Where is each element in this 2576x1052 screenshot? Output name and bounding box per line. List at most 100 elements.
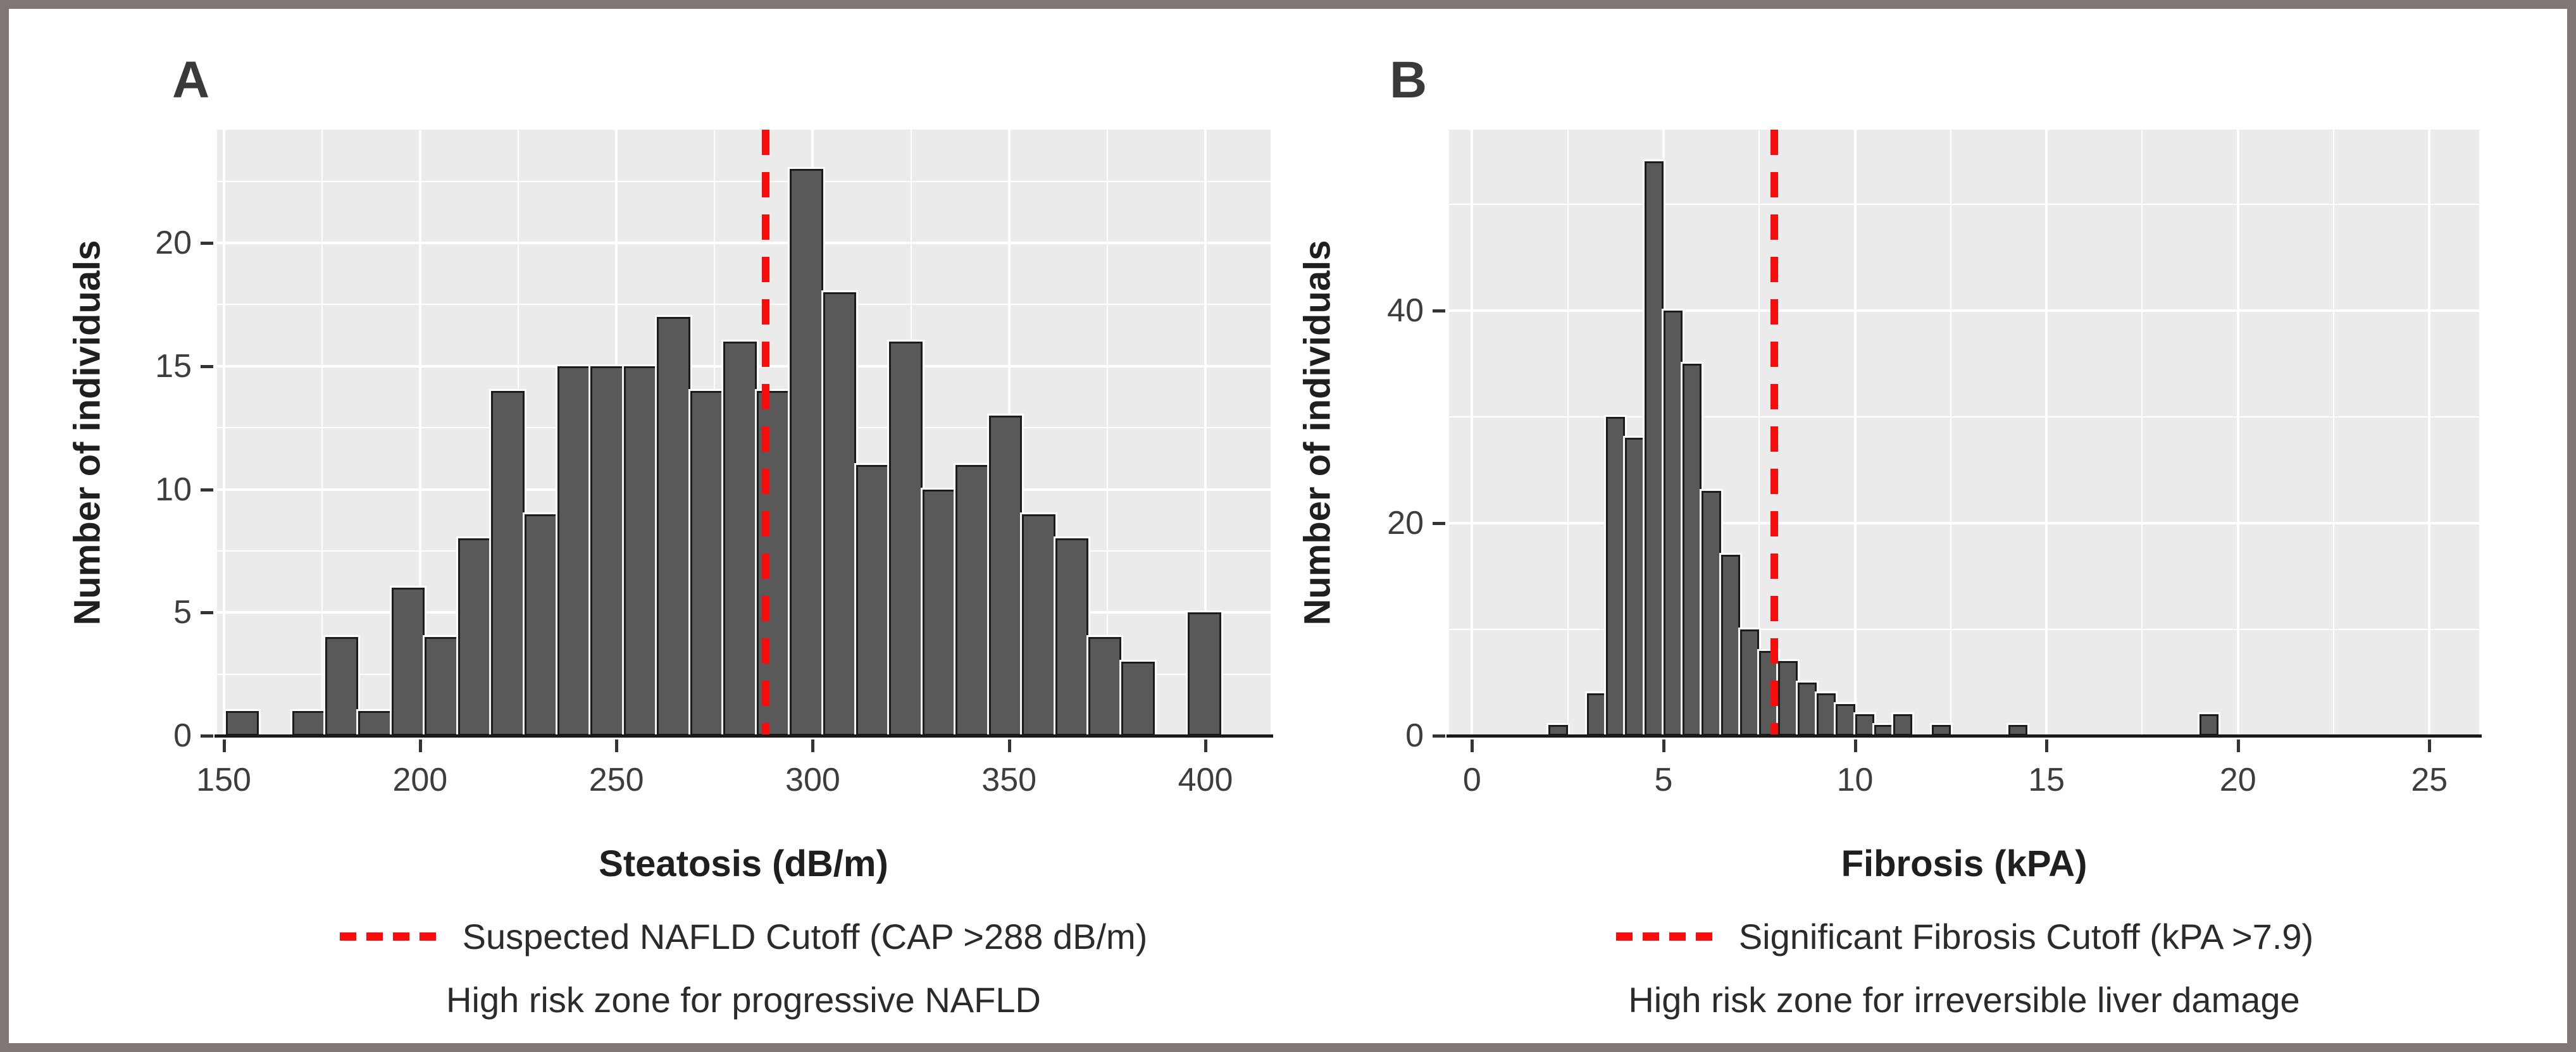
histogram-bar	[1606, 416, 1626, 736]
y-tick-mark	[201, 364, 213, 368]
y-tick-label: 20	[155, 225, 192, 262]
histogram-bar	[623, 366, 657, 736]
x-tick-mark	[2045, 739, 2049, 752]
x-tick-label: 250	[588, 762, 644, 798]
histogram-bar	[1778, 661, 1798, 736]
panel-a-x-axis-title: Steatosis (dB/m)	[599, 843, 888, 884]
x-tick-label: 300	[785, 762, 840, 798]
y-minor-gridline	[217, 304, 1271, 306]
histogram-bar	[856, 464, 890, 736]
x-tick-label: 25	[2411, 762, 2448, 798]
x-tick-mark	[1662, 739, 1665, 752]
x-major-gridline	[2236, 130, 2239, 736]
x-tick-mark	[811, 739, 815, 752]
histogram-bar	[1683, 363, 1702, 736]
panel-a-y-axis-title: Number of individuals	[66, 240, 108, 626]
panel-a-legend-label: Suspected NAFLD Cutoff (CAP >288 dB/m)	[462, 917, 1148, 956]
histogram-bar	[1816, 693, 1836, 736]
y-tick-mark	[201, 734, 213, 738]
histogram-bar	[723, 341, 757, 736]
x-tick-label: 15	[2028, 762, 2065, 798]
histogram-bar	[1720, 555, 1740, 736]
histogram-bar	[690, 390, 724, 736]
histogram-bar	[889, 341, 923, 736]
histogram-bar	[1855, 714, 1874, 736]
x-tick-mark	[222, 739, 226, 752]
panel-b-legend-label: Significant Fibrosis Cutoff (kPA >7.9)	[1738, 917, 2314, 956]
x-tick-label: 400	[1178, 762, 1233, 798]
histogram-bar	[557, 366, 591, 736]
x-tick-mark	[1853, 739, 1857, 752]
histogram-bar	[1121, 662, 1155, 736]
y-tick-mark	[201, 611, 213, 615]
histogram-bar	[1663, 310, 1683, 736]
x-minor-gridline	[1950, 130, 1951, 736]
x-tick-label: 10	[1836, 762, 1874, 798]
histogram-bar	[590, 366, 624, 736]
panel-b-label: B	[1390, 51, 1428, 109]
x-major-gridline	[1204, 130, 1207, 736]
histogram-bar	[988, 415, 1023, 736]
x-minor-gridline	[1758, 130, 1760, 736]
y-major-gridline	[1449, 521, 2479, 524]
histogram-bar	[790, 169, 823, 736]
y-minor-gridline	[1449, 203, 2479, 205]
x-tick-label: 5	[1654, 762, 1673, 798]
x-major-gridline	[1471, 130, 1474, 736]
histogram-bar	[524, 514, 558, 736]
histogram-bar	[1055, 538, 1089, 736]
x-tick-label: 20	[2219, 762, 2256, 798]
panel-a-label: A	[172, 51, 210, 109]
x-tick-mark	[1471, 739, 1474, 752]
panel-b-plot-area	[1449, 130, 2479, 737]
y-tick-mark	[201, 242, 213, 245]
y-minor-gridline	[217, 180, 1271, 182]
histogram-bar	[425, 637, 458, 736]
y-minor-gridline	[1449, 628, 2479, 630]
histogram-bar	[1797, 682, 1817, 736]
x-tick-mark	[615, 739, 619, 752]
x-major-gridline	[2045, 130, 2048, 736]
histogram-bar	[1625, 438, 1645, 736]
histogram-bar	[1022, 514, 1055, 736]
y-tick-mark	[1433, 521, 1445, 525]
histogram-bar	[1188, 612, 1221, 736]
panel-b-risk-note: High risk zone for irreversible liver da…	[1628, 980, 2300, 1020]
y-tick-label: 20	[1387, 504, 1424, 541]
x-tick-label: 150	[196, 762, 251, 798]
x-tick-mark	[2236, 739, 2240, 752]
x-minor-gridline	[2141, 130, 2143, 736]
y-tick-mark	[1433, 309, 1445, 313]
panel-a-legend: Suspected NAFLD Cutoff (CAP >288 dB/m)	[152, 916, 1335, 957]
histogram-bar	[823, 292, 856, 736]
panel-b-legend-dashed-line-sample	[1615, 932, 1712, 941]
y-tick-label: 5	[173, 594, 192, 631]
panel-a-legend-dashed-line-sample	[339, 932, 436, 941]
histogram-bar	[325, 637, 359, 736]
panel-b-x-axis-title: Fibrosis (kPA)	[1841, 843, 2088, 884]
histogram-bar	[1702, 491, 1721, 736]
x-major-gridline	[418, 130, 421, 736]
histogram-bar	[2200, 714, 2219, 736]
histogram-bar	[1739, 629, 1760, 736]
y-minor-gridline	[1449, 416, 2479, 418]
panel-a-risk-note: High risk zone for progressive NAFLD	[446, 980, 1041, 1020]
x-axis-line	[215, 734, 1273, 738]
panel-b-legend: Significant Fibrosis Cutoff (kPA >7.9)	[1386, 916, 2544, 957]
histogram-bar	[292, 711, 325, 736]
y-major-gridline	[217, 242, 1271, 245]
cutoff-dashed-line	[761, 130, 769, 736]
x-tick-label: 200	[392, 762, 448, 798]
histogram-bar	[657, 316, 690, 736]
histogram-bar	[491, 390, 525, 736]
x-minor-gridline	[321, 130, 323, 736]
y-major-gridline	[1449, 309, 2479, 312]
x-minor-gridline	[2333, 130, 2335, 736]
x-minor-gridline	[1106, 130, 1108, 736]
histogram-bar	[457, 538, 492, 736]
histogram-bar	[1088, 637, 1122, 736]
panel-a-plot-area	[217, 130, 1271, 737]
histogram-bar	[922, 489, 956, 736]
histogram-bar	[1586, 693, 1607, 736]
y-tick-mark	[1433, 734, 1445, 738]
